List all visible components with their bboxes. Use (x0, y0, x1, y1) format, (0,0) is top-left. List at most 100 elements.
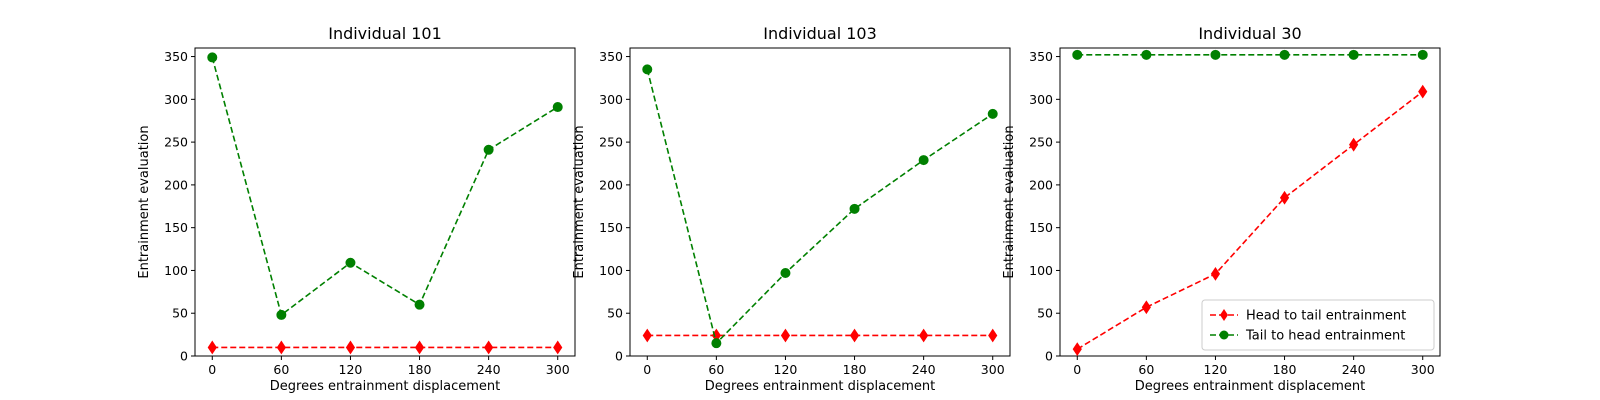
x-tick-label: 60 (273, 362, 289, 377)
data-point-diamond (642, 328, 652, 343)
x-tick-label: 300 (1411, 362, 1435, 377)
x-tick-label: 0 (1073, 362, 1081, 377)
data-point-diamond (207, 340, 217, 355)
y-tick-label: 350 (599, 49, 623, 64)
y-tick-label: 0 (615, 349, 623, 364)
series-tail-to-head (207, 52, 563, 320)
y-tick-label: 150 (164, 220, 188, 235)
data-point-diamond (1072, 342, 1082, 357)
axes-frame (629, 47, 1011, 357)
y-tick-label: 150 (599, 220, 623, 235)
y-axis-label: Entrainment evaluation (137, 125, 152, 278)
data-point-circle (207, 52, 218, 63)
x-tick-label: 180 (843, 362, 867, 377)
x-tick-label: 120 (1204, 362, 1228, 377)
x-tick-label: 0 (208, 362, 216, 377)
axes-frame (1059, 47, 1441, 357)
y-tick-label: 150 (1029, 220, 1053, 235)
y-tick-label: 250 (1029, 135, 1053, 150)
data-point-circle (711, 338, 722, 349)
series-tail-to-head (1072, 49, 1428, 60)
y-tick-label: 250 (599, 135, 623, 150)
x-tick-label: 240 (477, 362, 501, 377)
y-tick-label: 50 (607, 306, 623, 321)
data-point-diamond (1210, 266, 1221, 281)
data-point-circle (414, 299, 425, 310)
y-tick-label: 200 (599, 177, 623, 192)
data-point-diamond (414, 340, 425, 355)
data-point-diamond (780, 328, 791, 343)
data-point-circle (1279, 49, 1290, 60)
data-point-diamond (276, 340, 286, 355)
y-tick-label: 250 (164, 135, 188, 150)
data-point-circle (1348, 49, 1359, 60)
legend-marker-circle (1219, 330, 1229, 340)
series-line (646, 69, 994, 345)
x-tick-label: 300 (981, 362, 1005, 377)
y-tick-label: 350 (1029, 49, 1053, 64)
y-tick-label: 0 (1045, 349, 1053, 364)
data-point-circle (483, 144, 494, 155)
data-point-circle (987, 108, 998, 119)
data-point-diamond (345, 340, 356, 355)
data-point-circle (1141, 49, 1152, 60)
y-tick-label: 300 (164, 92, 188, 107)
chart-title: Individual 101 (328, 24, 442, 43)
data-point-circle (276, 309, 287, 320)
data-point-circle (1210, 49, 1221, 60)
y-tick-label: 50 (1037, 306, 1053, 321)
x-axis-label: Degrees entrainment displacement (705, 379, 935, 394)
panel-1: Individual 101 0 60 120 180 240 300 0 50 100 150 20… (137, 24, 576, 394)
data-point-diamond (484, 340, 494, 355)
series-tail-to-head (642, 64, 998, 349)
series-line (1076, 90, 1424, 350)
x-tick-label: 180 (1273, 362, 1297, 377)
x-tick-label: 0 (643, 362, 651, 377)
x-tick-label: 240 (1342, 362, 1366, 377)
legend-item: Head to tail entrainment (1210, 309, 1406, 324)
x-tick-label: 120 (774, 362, 798, 377)
x-axis-label: Degrees entrainment displacement (1135, 379, 1365, 394)
legend-label: Head to tail entrainment (1246, 309, 1406, 324)
y-tick-label: 350 (164, 49, 188, 64)
data-point-diamond (1418, 84, 1428, 99)
data-point-diamond (919, 328, 929, 343)
legend: Head to tail entrainment Tail to head ent… (1201, 299, 1435, 351)
y-axis-label: Entrainment evaluation (1002, 125, 1017, 278)
data-point-circle (642, 64, 653, 75)
x-tick-label: 300 (546, 362, 570, 377)
legend-marker-diamond (1220, 309, 1228, 321)
legend-label: Tail to head entrainment (1245, 329, 1405, 344)
data-point-diamond (1141, 300, 1151, 315)
data-point-diamond (1349, 137, 1359, 152)
y-tick-label: 0 (180, 349, 188, 364)
data-point-circle (849, 203, 860, 214)
series-head-to-tail (207, 340, 563, 355)
data-point-circle (345, 257, 356, 268)
y-axis-label: Entrainment evaluation (572, 125, 587, 278)
data-point-diamond (553, 340, 563, 355)
y-tick-label: 300 (1029, 92, 1053, 107)
data-point-diamond (849, 328, 860, 343)
x-tick-label: 180 (408, 362, 432, 377)
series-head-to-tail (642, 328, 998, 343)
data-point-circle (918, 155, 929, 166)
y-tick-label: 300 (599, 92, 623, 107)
series-head-to-tail (1072, 84, 1428, 357)
data-point-circle (780, 268, 791, 279)
series-line (211, 57, 559, 317)
x-tick-label: 60 (708, 362, 724, 377)
y-tick-label: 100 (599, 263, 623, 278)
axes-frame (194, 47, 576, 357)
data-point-diamond (1279, 190, 1290, 205)
y-tick-label: 100 (1029, 263, 1053, 278)
legend-box (1201, 299, 1435, 351)
y-tick-label: 100 (164, 263, 188, 278)
panel-3: Individual 30 0 60 120 180 240 300 0 50 100 150 200… (1002, 24, 1441, 394)
y-tick-label: 50 (172, 306, 188, 321)
data-point-diamond (988, 328, 998, 343)
panel-2: Individual 103 0 60 120 180 240 300 0 50 100 150 20… (572, 24, 1011, 394)
chart-title: Individual 103 (763, 24, 877, 43)
x-tick-label: 120 (339, 362, 363, 377)
